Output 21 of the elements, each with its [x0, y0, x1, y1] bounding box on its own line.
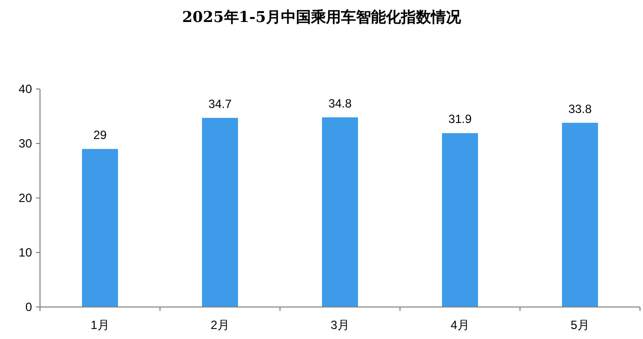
data-label: 29	[93, 128, 107, 142]
data-label: 34.7	[208, 96, 232, 111]
x-tick-label: 3月	[330, 318, 350, 332]
bar	[322, 117, 358, 307]
data-label: 34.8	[328, 96, 352, 110]
bar	[82, 148, 118, 307]
data-label: 33.8	[568, 102, 592, 116]
bar	[442, 133, 478, 307]
y-tick-label: 0	[25, 300, 32, 314]
x-tick-label: 1月	[90, 318, 110, 332]
y-tick-label: 30	[18, 136, 32, 150]
y-tick-label: 40	[18, 82, 32, 96]
x-tick-label: 2月	[210, 318, 230, 332]
x-tick-label: 5月	[570, 318, 590, 332]
x-tick-label: 4月	[450, 318, 470, 332]
y-tick-label: 10	[18, 246, 32, 260]
data-label: 31.9	[448, 112, 472, 126]
bar	[202, 118, 238, 307]
y-tick-label: 20	[18, 191, 32, 205]
bar	[562, 122, 598, 307]
chart-title: 2025年1-5月中国乘用车智能化指数情况	[182, 8, 462, 26]
